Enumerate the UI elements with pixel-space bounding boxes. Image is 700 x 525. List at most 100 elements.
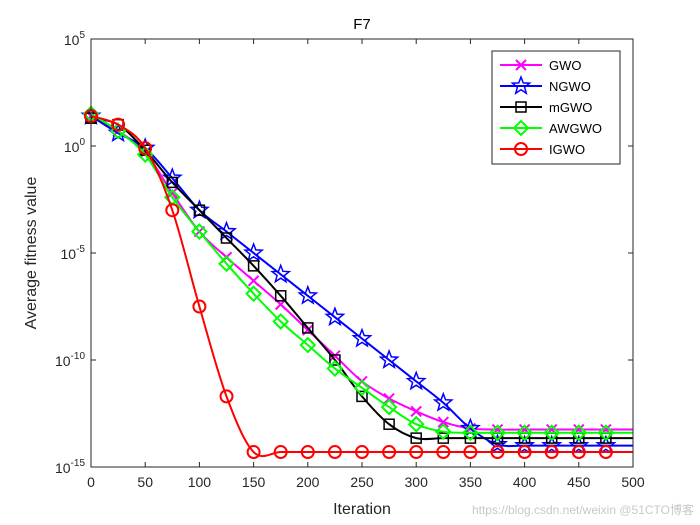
y-tick-label: 105 (64, 30, 86, 48)
data-point-ngwo (405, 370, 427, 391)
legend-entry: GWO (500, 58, 582, 73)
data-point-mgwo (383, 418, 395, 430)
data-point-ngwo (215, 220, 238, 241)
data-point-mgwo (356, 390, 368, 403)
legend-label: IGWO (549, 142, 585, 157)
x-tick-label: 250 (350, 474, 374, 490)
series-mgwo (85, 112, 633, 444)
legend-entry: IGWO (500, 142, 585, 157)
x-tick-label: 100 (188, 474, 212, 490)
legend-entry: mGWO (500, 100, 592, 115)
data-point-igwo (463, 445, 478, 460)
data-point-awgwo (543, 424, 561, 442)
data-point-gwo (410, 405, 422, 418)
data-point-igwo (355, 445, 369, 460)
data-point-ngwo (297, 284, 319, 305)
data-point-awgwo (461, 424, 479, 442)
data-point-igwo (598, 445, 613, 460)
data-point-awgwo (489, 424, 506, 442)
legend-label: NGWO (549, 79, 591, 94)
data-point-gwo (437, 416, 450, 428)
legend-label: AWGWO (549, 121, 602, 136)
data-point-awgwo (190, 223, 208, 241)
series-line-mgwo (90, 117, 633, 441)
x-tick-label: 350 (459, 474, 483, 490)
data-point-ngwo (270, 263, 292, 284)
y-tick-label: 100 (64, 137, 86, 155)
legend-entry: NGWO (500, 74, 591, 96)
data-point-awgwo (570, 424, 588, 442)
data-point-ngwo (378, 348, 400, 370)
data-point-ngwo (134, 137, 156, 158)
data-point-ngwo (243, 241, 265, 263)
data-point-igwo (409, 445, 424, 460)
data-point-awgwo (299, 336, 317, 354)
data-point-igwo (571, 445, 586, 460)
data-point-awgwo (380, 398, 398, 416)
data-point-igwo (327, 445, 342, 460)
ticks-layer: 0 50 100 150 200 250 300 350 400 450 500 10-15 10-10… (55, 30, 645, 490)
data-point-mgwo (437, 432, 450, 444)
data-point-igwo (111, 117, 126, 132)
data-point-awgwo (516, 424, 534, 442)
x-tick-label: 200 (296, 474, 320, 490)
data-point-mgwo (302, 322, 314, 334)
series-layer (80, 104, 633, 460)
series-igwo (84, 109, 633, 460)
data-point-igwo (436, 445, 451, 460)
data-point-gwo (247, 275, 260, 287)
data-point-ngwo (568, 434, 590, 455)
data-point-igwo (219, 389, 234, 404)
data-point-igwo (490, 445, 505, 460)
x-tick-label: 400 (513, 474, 537, 490)
legend-label: mGWO (549, 100, 592, 115)
data-point-awgwo (245, 285, 263, 303)
data-point-awgwo (353, 379, 371, 397)
data-point-awgwo (597, 424, 615, 442)
data-point-awgwo (407, 415, 425, 433)
chart-title: F7 (353, 16, 371, 33)
x-axis-label: Iteration (333, 501, 391, 518)
y-axis-label: Average fitness value (23, 177, 40, 330)
data-point-mgwo (329, 354, 341, 366)
data-point-mgwo (274, 290, 287, 302)
y-tick-label: 10-15 (55, 458, 85, 476)
x-tick-label: 450 (567, 474, 591, 490)
data-point-ngwo (595, 434, 617, 455)
data-point-ngwo (351, 327, 373, 348)
data-point-igwo (300, 445, 315, 460)
data-point-mgwo (166, 176, 179, 189)
data-point-mgwo (410, 432, 422, 444)
legend-marker (515, 59, 527, 71)
data-point-igwo (138, 141, 153, 156)
x-tick-label: 150 (242, 474, 266, 490)
data-point-gwo (166, 187, 179, 199)
data-point-mgwo (220, 232, 233, 244)
y-tick-label: 10-10 (55, 351, 85, 369)
x-tick-label: 0 (87, 474, 95, 490)
data-point-igwo (273, 445, 288, 460)
legend-marker (514, 142, 528, 156)
legend-marker (510, 74, 532, 96)
data-point-ngwo (541, 434, 563, 455)
watermark: https://blog.csdn.net/weixin @51CTO博客 (472, 502, 694, 517)
data-point-igwo (192, 299, 207, 314)
data-point-igwo (246, 445, 261, 460)
data-point-ngwo (514, 434, 536, 455)
y-tick-label: 10-5 (61, 244, 86, 262)
data-point-awgwo (326, 360, 344, 377)
legend-label: GWO (549, 58, 582, 73)
data-point-mgwo (247, 260, 260, 272)
data-point-gwo (383, 392, 395, 405)
data-point-igwo (517, 445, 532, 460)
data-point-ngwo (486, 433, 509, 454)
series-line-ngwo (90, 115, 633, 448)
x-tick-label: 300 (405, 474, 429, 490)
data-point-igwo (165, 203, 180, 218)
data-point-awgwo (434, 423, 452, 441)
x-tick-label: 500 (621, 474, 645, 490)
data-point-awgwo (218, 255, 235, 273)
data-point-mgwo (193, 204, 206, 216)
x-tick-label: 50 (137, 474, 153, 490)
data-point-igwo (544, 445, 559, 460)
